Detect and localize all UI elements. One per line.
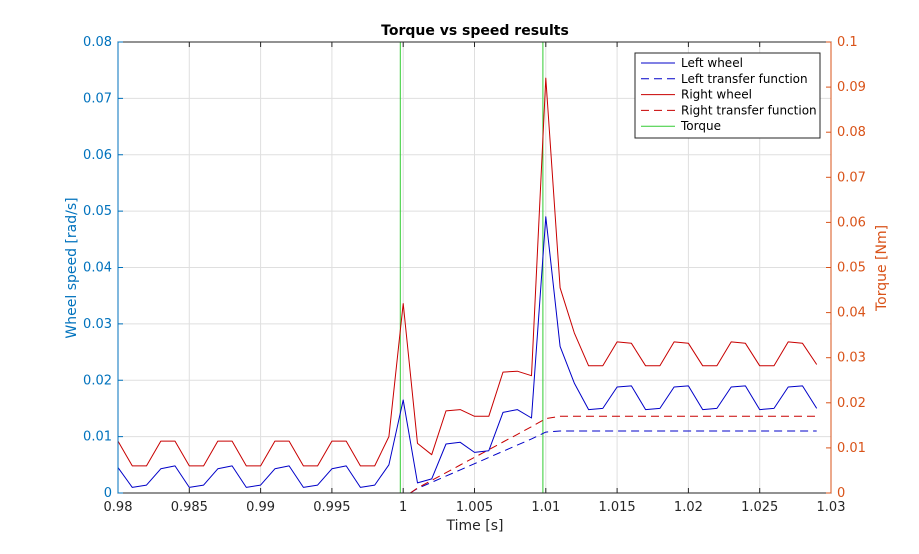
series-line-left-transfer-function — [410, 430, 817, 494]
y-left-tick-label: 0 — [104, 486, 112, 501]
legend-label: Left transfer function — [681, 72, 808, 86]
y-right-tick-label: 0.07 — [837, 170, 866, 185]
x-tick-label: 0.985 — [171, 500, 208, 515]
x-tick-label: 1.02 — [674, 500, 703, 515]
y-left-tick-label: 0.08 — [83, 35, 112, 50]
y-right-tick-label: 0.01 — [837, 441, 866, 456]
legend-label: Left wheel — [681, 56, 743, 70]
x-tick-label: 1.03 — [817, 500, 846, 515]
x-tick-label: 1.01 — [531, 500, 560, 515]
series-line-left-wheel — [117, 216, 818, 488]
y-right-tick-label: 0.08 — [837, 125, 866, 140]
y-right-tick-label: 0.02 — [837, 396, 866, 411]
series-line-right-transfer-function — [410, 415, 817, 494]
y-axis-left-label: Wheel speed [rad/s] — [64, 197, 80, 338]
legend-label: Right transfer function — [681, 103, 817, 117]
y-left-tick-label: 0.04 — [83, 261, 112, 276]
y-left-tick-label: 0.07 — [83, 91, 112, 106]
chart-title: Torque vs speed results — [381, 23, 569, 39]
y-axis-right-label: Torque [Nm] — [874, 225, 890, 312]
y-right-tick-label: 0.05 — [837, 261, 866, 276]
y-right-tick-label: 0.06 — [837, 215, 866, 230]
x-tick-label: 0.98 — [104, 500, 133, 515]
y-left-tick-label: 0.06 — [83, 148, 112, 163]
tick-layer: 0.98 0.985 0.99 0.995 1 1.005 1.01 1.015 1.02 1.0… — [83, 35, 866, 515]
y-right-tick-label: 0.03 — [837, 351, 866, 366]
legend: Left wheel Left transfer function Right wh… — [634, 52, 821, 139]
x-tick-label: 1.005 — [456, 500, 493, 515]
legend-box — [634, 52, 821, 139]
series-line-right-wheel — [117, 77, 818, 467]
x-tick-label: 1 — [399, 500, 407, 515]
y-left-tick-label: 0.02 — [83, 373, 112, 388]
y-right-tick-label: 0.04 — [837, 306, 866, 321]
y-right-tick-label: 0.09 — [837, 80, 866, 95]
x-tick-label: 1.015 — [598, 500, 635, 515]
y-right-tick-label: 0 — [837, 486, 845, 501]
x-axis-label: Time [s] — [446, 518, 504, 534]
y-right-tick-label: 0.1 — [837, 35, 858, 50]
y-left-tick-label: 0.05 — [83, 204, 112, 219]
legend-label: Right wheel — [681, 88, 752, 102]
legend-label: Torque — [680, 119, 721, 133]
y-left-tick-label: 0.03 — [83, 317, 112, 332]
x-tick-label: 0.995 — [313, 500, 350, 515]
x-tick-label: 0.99 — [246, 500, 275, 515]
x-tick-label: 1.025 — [741, 500, 778, 515]
y-left-tick-label: 0.01 — [83, 430, 112, 445]
